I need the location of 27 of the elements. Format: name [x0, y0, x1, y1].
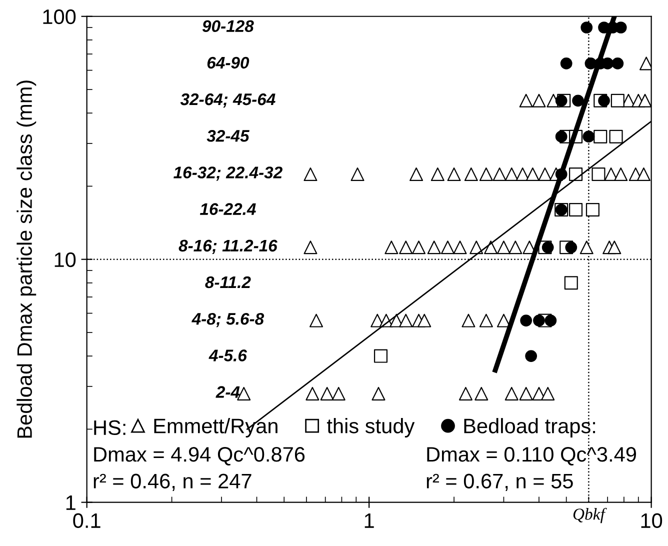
ref-line-label: Qbkf — [573, 508, 607, 524]
y-tick-label: 1 — [66, 496, 76, 510]
legend-label: Emmett/Ryan — [154, 418, 278, 438]
annotation: 4-8; 5.6-8 — [192, 312, 264, 328]
x-tick-label: 10 — [641, 513, 662, 528]
annotation: 2-4 — [216, 386, 240, 398]
legend-label: Bedload traps: — [464, 418, 596, 438]
x-tick-label: 0.1 — [73, 513, 100, 528]
annotation: Dmax = 4.94 Qc^0.876 — [94, 447, 305, 466]
annotation: r² = 0.46, n = 247 — [94, 474, 252, 491]
y-tick-label: 100 — [43, 9, 76, 24]
annotation: 8-16; 11.2-16 — [178, 240, 278, 254]
x-tick-label: 1 — [364, 514, 374, 528]
annotation: Dmax = 0.110 Qc^3.49 — [427, 447, 636, 466]
annotation: 64-90 — [207, 56, 250, 69]
annotation: 4-5.6 — [208, 350, 248, 362]
annotation: r² = 0.67, n = 55 — [426, 474, 573, 491]
legend-label: this study — [326, 418, 415, 438]
annotation: 90-128 — [202, 20, 254, 32]
annotation: 32-64; 45-64 — [180, 93, 276, 108]
y-axis-title: Bedload Dmax particle size class (mm) — [16, 80, 36, 438]
annotation: 16-22.4 — [200, 203, 256, 215]
annotation: 32-45 — [206, 130, 250, 142]
annotation: HS: — [94, 420, 126, 436]
annotation: 16-32; 22.4-32 — [174, 166, 282, 181]
annotation: 8-11.2 — [205, 276, 251, 288]
y-tick-label: 10 — [54, 252, 76, 268]
